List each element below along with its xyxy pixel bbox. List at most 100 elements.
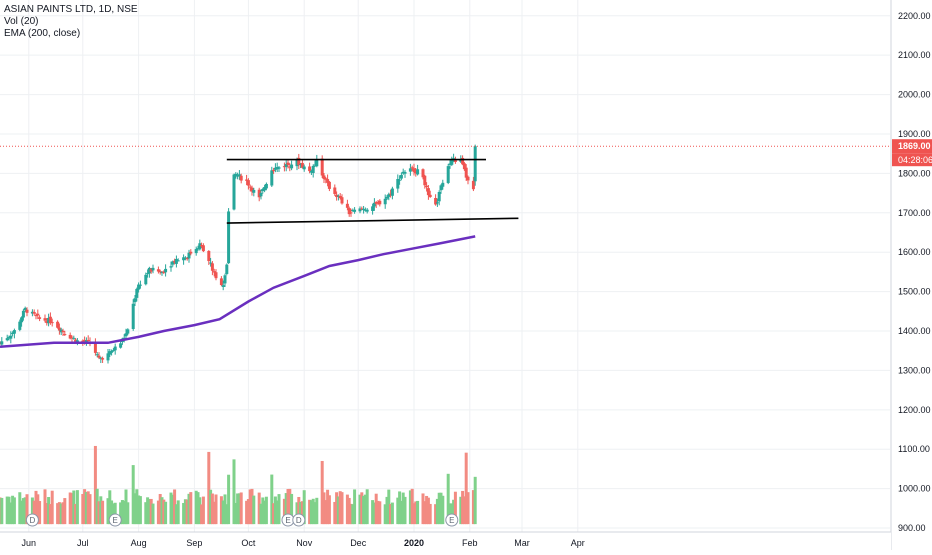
volume-bar <box>108 490 112 525</box>
volume-bar <box>401 492 405 525</box>
volume-bar <box>435 498 439 525</box>
volume-bar <box>135 489 139 525</box>
chart-legend: ASIAN PAINTS LTD, 1D, NSE Vol (20) EMA (… <box>4 4 138 40</box>
candle-body <box>414 171 418 174</box>
candle-body <box>198 243 202 250</box>
volume-bar <box>473 476 477 525</box>
volume-bar <box>106 498 110 525</box>
candle-body <box>99 357 103 359</box>
candle-body <box>349 212 353 214</box>
volume-bar <box>264 496 268 525</box>
volume-bar <box>387 489 391 525</box>
volume-bar <box>396 497 400 525</box>
volume-bar <box>30 497 34 525</box>
volume-bar <box>11 495 15 525</box>
volume-bar <box>133 493 137 525</box>
event-marker-e[interactable] <box>445 513 459 527</box>
volume-bar <box>308 499 312 525</box>
volume-bar <box>340 492 344 525</box>
candle-body <box>322 175 326 180</box>
volume-bar <box>212 501 216 525</box>
volume-bar <box>441 495 445 525</box>
candle-body <box>7 336 11 338</box>
volume-bar <box>383 504 387 525</box>
volume-bar <box>425 495 429 525</box>
volume-bar <box>201 496 205 525</box>
volume-bar <box>0 497 4 525</box>
volume-bar <box>200 504 204 525</box>
volume-bar <box>214 494 218 525</box>
candle-body <box>0 341 4 345</box>
volume-bar <box>471 490 475 525</box>
event-marker-d[interactable] <box>25 513 39 527</box>
chart-title: ASIAN PAINTS LTD, 1D, NSE <box>4 4 138 15</box>
volume-bar <box>43 489 47 525</box>
event-marker-label: E <box>113 516 118 525</box>
price-axis-bg <box>892 0 932 550</box>
volume-bar <box>389 503 393 525</box>
candle-body <box>473 146 477 182</box>
candle-body <box>441 182 445 187</box>
volume-bar <box>174 504 178 525</box>
volume-bar <box>70 493 74 525</box>
price-tick-label: 2000.00 <box>898 90 931 100</box>
volume-bar <box>464 452 468 525</box>
candle-body <box>232 174 236 210</box>
ema-indicator-label: EMA (200, close) <box>4 28 81 39</box>
candle-body <box>174 258 178 264</box>
volume-bar <box>56 503 60 525</box>
candle-body <box>173 260 177 263</box>
volume-bar <box>137 495 141 525</box>
support-trendline[interactable] <box>226 217 519 224</box>
event-marker-d[interactable] <box>292 513 306 527</box>
event-marker-label: E <box>285 516 290 525</box>
countdown-tag <box>892 153 932 167</box>
price-tick-label: 1500.00 <box>898 287 931 297</box>
candle-body <box>360 208 364 210</box>
candle-body <box>423 175 427 186</box>
candle-body <box>133 298 137 303</box>
volume-bar <box>363 494 367 525</box>
volume-bar <box>315 497 319 525</box>
volume-bar <box>5 496 9 525</box>
candle-body <box>126 329 130 334</box>
volume-bar <box>198 497 202 525</box>
volume-bar <box>302 490 306 525</box>
candle-body <box>151 267 155 271</box>
price-tick-label: 1400.00 <box>898 326 931 336</box>
volume-bar <box>227 474 231 525</box>
candle-body <box>378 200 382 205</box>
candle-body <box>353 209 357 212</box>
candle-body <box>308 166 312 172</box>
candle-body <box>453 160 457 163</box>
volume-bar <box>459 496 463 525</box>
candle-body <box>248 186 252 188</box>
volume-bar <box>295 502 299 525</box>
volume-bar <box>277 494 281 525</box>
volume-bar <box>47 497 51 525</box>
event-marker-e[interactable] <box>108 513 122 527</box>
volume-bar <box>250 488 254 525</box>
volume-bar <box>101 500 105 525</box>
volume-bar <box>210 493 214 525</box>
volume-bar <box>309 500 313 525</box>
candle-body <box>313 164 317 166</box>
candle-body <box>351 209 355 211</box>
volume-bar <box>410 488 414 525</box>
candle-body <box>207 250 211 262</box>
candle-body <box>347 208 351 215</box>
candle-body <box>464 167 468 178</box>
candle-body <box>387 194 391 197</box>
volume-bar <box>72 490 76 525</box>
candle-body <box>263 187 267 191</box>
candle-body <box>48 316 52 323</box>
volume-bar <box>147 498 151 525</box>
volume-bar <box>385 496 389 525</box>
volume-bar <box>362 495 366 525</box>
candle-body <box>252 189 256 193</box>
volume-bar <box>219 496 223 525</box>
volume-bar <box>286 488 290 525</box>
volume-bar <box>81 493 85 525</box>
time-tick-label: Dec <box>350 538 367 548</box>
